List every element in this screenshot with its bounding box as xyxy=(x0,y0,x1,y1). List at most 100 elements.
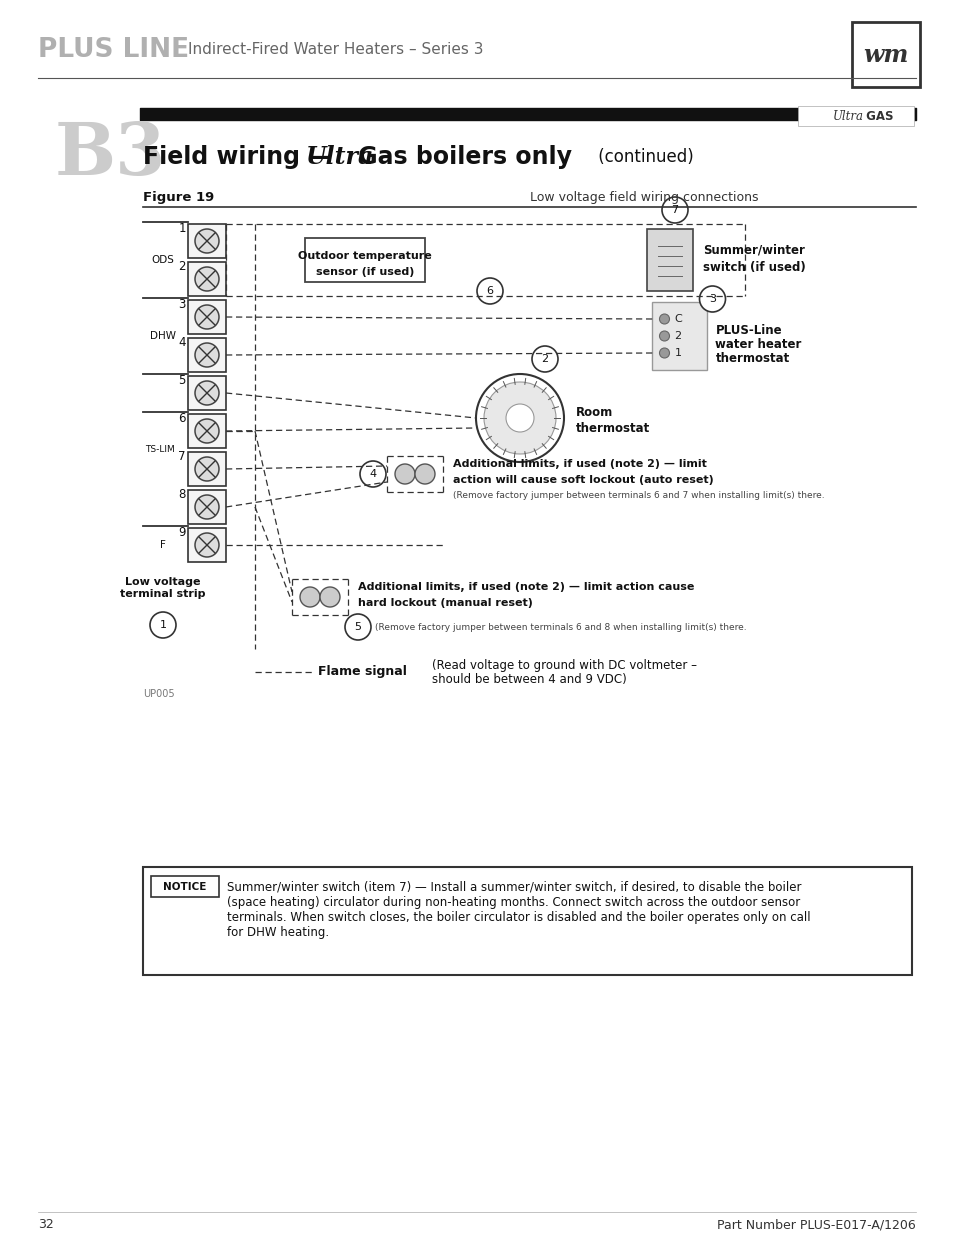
Circle shape xyxy=(505,404,534,432)
Text: Room: Room xyxy=(576,406,613,420)
Circle shape xyxy=(150,613,175,638)
Circle shape xyxy=(299,587,319,606)
Text: 5: 5 xyxy=(355,622,361,632)
FancyBboxPatch shape xyxy=(646,228,692,291)
Text: F: F xyxy=(160,540,166,550)
Text: Flame signal: Flame signal xyxy=(317,664,406,678)
Circle shape xyxy=(194,305,219,329)
Text: 1: 1 xyxy=(674,348,680,358)
Text: 2: 2 xyxy=(674,331,680,341)
Text: 9: 9 xyxy=(178,526,186,538)
Text: Ultra: Ultra xyxy=(305,144,373,169)
FancyBboxPatch shape xyxy=(797,106,913,126)
Text: DHW: DHW xyxy=(150,331,175,341)
Circle shape xyxy=(661,198,687,224)
Text: (Remove factory jumper between terminals 6 and 8 when installing limit(s) there.: (Remove factory jumper between terminals… xyxy=(375,622,746,631)
FancyBboxPatch shape xyxy=(188,529,226,562)
Text: 5: 5 xyxy=(178,373,186,387)
FancyBboxPatch shape xyxy=(151,876,219,897)
Circle shape xyxy=(194,267,219,291)
Text: 8: 8 xyxy=(178,488,186,500)
FancyBboxPatch shape xyxy=(305,238,424,282)
Text: should be between 4 and 9 VDC): should be between 4 and 9 VDC) xyxy=(432,673,626,687)
Circle shape xyxy=(532,346,558,372)
Text: (Read voltage to ground with DC voltmeter –: (Read voltage to ground with DC voltmete… xyxy=(432,658,697,672)
Text: 1: 1 xyxy=(159,620,167,630)
FancyBboxPatch shape xyxy=(188,414,226,448)
Text: Outdoor temperature: Outdoor temperature xyxy=(297,251,432,261)
Text: Gas boilers only: Gas boilers only xyxy=(350,144,572,169)
Circle shape xyxy=(194,457,219,480)
Text: 3: 3 xyxy=(178,298,186,310)
Text: Figure 19: Figure 19 xyxy=(143,191,214,205)
Circle shape xyxy=(194,382,219,405)
Text: Field wiring —: Field wiring — xyxy=(143,144,340,169)
Circle shape xyxy=(659,331,669,341)
Text: Summer/winter switch (item 7) — Install a summer/winter switch, if desired, to d: Summer/winter switch (item 7) — Install … xyxy=(227,881,810,939)
Circle shape xyxy=(659,348,669,358)
Text: 6: 6 xyxy=(178,411,186,425)
Text: 2: 2 xyxy=(541,354,548,364)
Text: PLUS-Line: PLUS-Line xyxy=(715,324,781,336)
Text: 3: 3 xyxy=(708,294,716,304)
Circle shape xyxy=(194,495,219,519)
Circle shape xyxy=(699,287,724,312)
FancyBboxPatch shape xyxy=(188,452,226,487)
FancyBboxPatch shape xyxy=(188,375,226,410)
Text: B3: B3 xyxy=(55,119,166,189)
Circle shape xyxy=(359,461,386,487)
Circle shape xyxy=(194,419,219,443)
Circle shape xyxy=(194,343,219,367)
Circle shape xyxy=(476,278,502,304)
Circle shape xyxy=(483,382,556,454)
Circle shape xyxy=(659,314,669,324)
Text: ODS: ODS xyxy=(152,254,174,266)
Circle shape xyxy=(395,464,415,484)
Text: Indirect-Fired Water Heaters – Series 3: Indirect-Fired Water Heaters – Series 3 xyxy=(188,42,483,58)
FancyBboxPatch shape xyxy=(143,867,911,974)
Circle shape xyxy=(319,587,339,606)
Text: 2: 2 xyxy=(178,259,186,273)
Circle shape xyxy=(476,374,563,462)
Text: TS-LIM: TS-LIM xyxy=(145,446,174,454)
Text: Ultra: Ultra xyxy=(832,110,863,122)
Text: thermostat: thermostat xyxy=(715,352,789,364)
Text: water heater: water heater xyxy=(715,337,801,351)
Text: NOTICE: NOTICE xyxy=(163,882,207,892)
Text: 6: 6 xyxy=(486,287,493,296)
Text: Low voltage field wiring connections: Low voltage field wiring connections xyxy=(530,191,758,205)
Text: sensor (if used): sensor (if used) xyxy=(315,267,414,277)
Text: hard lockout (manual reset): hard lockout (manual reset) xyxy=(357,598,533,608)
Circle shape xyxy=(194,534,219,557)
Text: GAS: GAS xyxy=(862,110,893,122)
Text: 32: 32 xyxy=(38,1219,53,1231)
Text: action will cause soft lockout (auto reset): action will cause soft lockout (auto res… xyxy=(453,475,713,485)
Circle shape xyxy=(194,228,219,253)
Text: Summer/winter: Summer/winter xyxy=(702,243,804,257)
Text: Additional limits, if used (note 2) — limit action cause: Additional limits, if used (note 2) — li… xyxy=(357,582,694,592)
FancyBboxPatch shape xyxy=(188,262,226,296)
Text: Additional limits, if used (note 2) — limit: Additional limits, if used (note 2) — li… xyxy=(453,459,706,469)
Text: C: C xyxy=(674,314,681,324)
Text: wm: wm xyxy=(862,43,908,67)
FancyBboxPatch shape xyxy=(652,303,707,370)
Text: (Remove factory jumper between terminals 6 and 7 when installing limit(s) there.: (Remove factory jumper between terminals… xyxy=(453,492,823,500)
Text: switch (if used): switch (if used) xyxy=(702,262,805,274)
Circle shape xyxy=(415,464,435,484)
Circle shape xyxy=(345,614,371,640)
Text: thermostat: thermostat xyxy=(576,421,650,435)
Text: UP005: UP005 xyxy=(143,689,174,699)
FancyBboxPatch shape xyxy=(851,22,919,86)
Text: Low voltage: Low voltage xyxy=(125,577,200,587)
Text: 7: 7 xyxy=(178,450,186,462)
Text: PLUS LINE: PLUS LINE xyxy=(38,37,189,63)
Text: terminal strip: terminal strip xyxy=(120,589,206,599)
FancyBboxPatch shape xyxy=(188,224,226,258)
Text: 4: 4 xyxy=(178,336,186,348)
Text: 4: 4 xyxy=(369,469,376,479)
FancyBboxPatch shape xyxy=(188,300,226,333)
Text: Part Number PLUS-E017-A/1206: Part Number PLUS-E017-A/1206 xyxy=(717,1219,915,1231)
FancyBboxPatch shape xyxy=(188,338,226,372)
Text: 7: 7 xyxy=(671,205,678,215)
Text: (continued): (continued) xyxy=(593,148,693,165)
